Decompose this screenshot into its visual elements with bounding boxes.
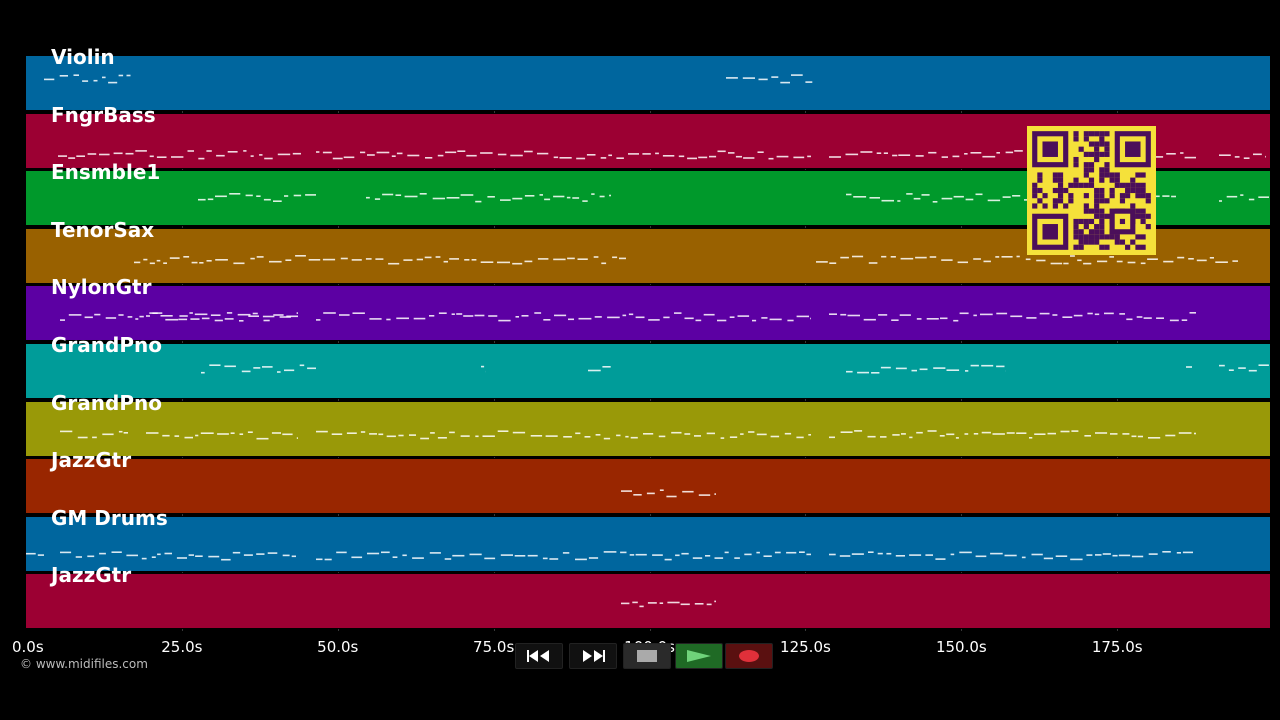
note-pattern (201, 364, 1269, 374)
track-name: Ensmble1 (51, 160, 161, 185)
rewind-button[interactable] (515, 643, 563, 669)
note-pattern (44, 74, 813, 84)
track-lane[interactable]: NylonGtr (26, 275, 1270, 342)
track-name: Violin (51, 45, 115, 69)
note-pattern (60, 429, 1196, 440)
track-name: TenorSax (51, 217, 155, 242)
track-name: GM Drums (51, 505, 168, 530)
track-lane[interactable]: GM Drums (26, 506, 1270, 572)
note-pattern (621, 600, 716, 608)
fast-forward-button[interactable] (569, 643, 617, 669)
time-tick-label: 75.0s (473, 638, 515, 656)
track-name: GrandPno (51, 333, 162, 357)
time-tick-label: 50.0s (317, 638, 359, 656)
record-icon (739, 650, 759, 662)
track-name: GrandPno (51, 390, 162, 415)
qr-code-image (1032, 131, 1151, 250)
rewind-icon (527, 650, 549, 662)
play-icon (687, 650, 711, 662)
track-lane[interactable]: JazzGtr (26, 448, 1270, 515)
track-lane[interactable]: JazzGtr (26, 563, 1270, 630)
record-button[interactable] (725, 643, 773, 669)
stop-button[interactable] (623, 643, 671, 669)
time-tick-label: 125.0s (780, 638, 831, 656)
track-lane[interactable]: GrandPno (26, 391, 1270, 457)
track-lane[interactable]: Violin (26, 45, 1270, 111)
note-pattern (26, 550, 1193, 561)
stop-icon (637, 650, 657, 662)
fast-forward-icon (583, 650, 605, 662)
copyright-text: © www.midifiles.com (20, 657, 148, 671)
time-tick-label: 25.0s (161, 638, 203, 656)
time-tick-label: 0.0s (12, 638, 44, 656)
note-pattern (621, 489, 716, 498)
note-pattern (60, 312, 1196, 322)
track-name: JazzGtr (51, 448, 132, 473)
track-lane[interactable]: GrandPno (26, 333, 1270, 399)
transport-controls (511, 643, 773, 669)
track-name: FngrBass (51, 102, 156, 127)
time-tick-label: 175.0s (1091, 638, 1143, 656)
note-pattern (134, 254, 1238, 265)
time-tick-label: 150.0s (935, 638, 987, 656)
qr-code (1027, 126, 1156, 255)
piano-roll: Violin FngrBass Ensmble1 TenorSax NylonGtr Gr… (26, 45, 1270, 631)
track-name: JazzGtr (51, 563, 132, 588)
track-name: NylonGtr (51, 275, 152, 300)
play-button[interactable] (675, 643, 723, 669)
